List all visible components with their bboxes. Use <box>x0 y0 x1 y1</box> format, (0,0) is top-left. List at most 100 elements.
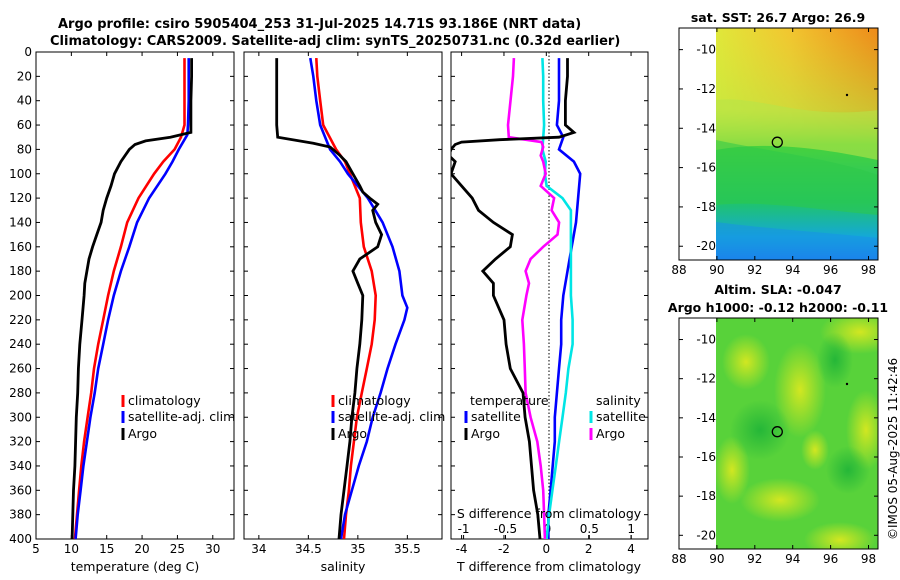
sst-map-axes-box <box>678 27 879 261</box>
salinity-satellite-difference-line <box>541 58 574 539</box>
legend-label-s-satellite: satellite <box>596 409 646 424</box>
salinity-climatology-line <box>315 58 378 539</box>
temperature-depth-label: 200 <box>9 289 32 303</box>
difference-x-ticks: -4 -2 0 2 4 <box>456 52 635 556</box>
temperature-x-label: 5 <box>32 542 40 556</box>
temperature-argo-difference-line <box>451 58 577 539</box>
map-lat-label: -14 <box>696 411 716 425</box>
salinity-argo-difference-line <box>506 58 561 539</box>
temperature-x-label: temperature (deg C) <box>71 559 200 574</box>
sla-map-title: Altim. SLA: -0.047 <box>714 282 841 297</box>
sst-map-y-ticks: -10 -12 -14 -16 -18 -20 <box>679 43 878 253</box>
temperature-legend: climatology satellite-adj. clim Argo <box>121 393 235 441</box>
difference-panel: -4 -2 0 2 4 -1 -0.5 0 0.5 1 T difference from cl… <box>450 51 649 574</box>
temperature-depth-label: 360 <box>9 483 32 497</box>
map-lon-label: 98 <box>861 263 876 277</box>
salinity-x-label: 35.5 <box>394 542 421 556</box>
temperature-y-ticks: 0 20 40 60 80 100 120 140 160 180 200 220 240 260 280 3… <box>9 45 234 546</box>
temperature-x-label: 10 <box>64 542 79 556</box>
salinity-argo-line <box>275 58 384 539</box>
temperature-x-label: 20 <box>134 542 149 556</box>
temperature-depth-label: 340 <box>9 459 32 473</box>
temperature-depth-label: 20 <box>17 69 32 83</box>
map-lon-label: 94 <box>785 552 800 566</box>
legend-label-satellite: satellite-adj. clim <box>128 409 235 424</box>
difference-s-label: 1 <box>627 522 635 536</box>
sst-map-panel: sat. SST: 26.7 Argo: 26.9 88 90 92 94 96 98 -… <box>671 10 879 277</box>
map-lat-label: -18 <box>696 489 716 503</box>
temperature-depth-label: 320 <box>9 435 32 449</box>
sla-map-axes-box <box>678 317 879 550</box>
salinity-axes-box <box>243 51 443 540</box>
salinity-satellite-line <box>309 57 409 539</box>
title-line-1: Argo profile: csiro 5905404_253 31-Jul-2… <box>58 17 581 32</box>
map-lon-label: 94 <box>785 263 800 277</box>
temperature-depth-label: 100 <box>9 167 32 181</box>
map-lon-label: 90 <box>709 552 724 566</box>
salinity-legend: climatology satellite-adj. clim Argo <box>331 393 445 441</box>
temperature-argo-line <box>70 58 194 539</box>
legend-label-satellite: satellite-adj. clim <box>338 409 445 424</box>
temperature-depth-label: 280 <box>9 386 32 400</box>
temperature-depth-label: 40 <box>17 94 32 108</box>
map-lon-label: 96 <box>823 263 838 277</box>
sst-map-image <box>716 28 878 260</box>
temperature-depth-label: 300 <box>9 410 32 424</box>
temperature-depth-label: 120 <box>9 191 32 205</box>
temperature-depth-label: 0 <box>24 45 32 59</box>
legend-label-climatology: climatology <box>338 393 411 408</box>
legend-label-s-argo: Argo <box>596 426 625 441</box>
argo-position-marker <box>771 136 783 148</box>
difference-t-label: -4 <box>456 542 468 556</box>
temperature-climatology-line <box>73 58 186 539</box>
temperature-satellite-line <box>74 58 190 539</box>
sla-map-subtitle: Argo h1000: -0.12 h2000: -0.11 <box>668 300 888 315</box>
salinity-panel: 34 34.5 35 35.5 salinity climatology satell… <box>243 51 445 574</box>
legend-label-argo: Argo <box>128 426 157 441</box>
float-dot <box>845 93 849 97</box>
map-lat-label: -18 <box>696 200 716 214</box>
t-difference-x-label: T difference from climatology <box>456 559 642 574</box>
difference-t-label: 4 <box>627 542 635 556</box>
difference-s-label: -0.5 <box>494 522 517 536</box>
temperature-depth-label: 140 <box>9 215 32 229</box>
map-lat-label: -10 <box>696 333 716 347</box>
legend-label-argo: Argo <box>338 426 367 441</box>
map-lat-label: -14 <box>696 121 716 135</box>
map-lat-label: -20 <box>696 528 716 542</box>
map-lon-label: 90 <box>709 263 724 277</box>
difference-s-label: -1 <box>458 522 470 536</box>
title-line-2: Climatology: CARS2009. Satellite-adj cli… <box>50 34 620 49</box>
temperature-x-label: 25 <box>170 542 185 556</box>
copyright-timestamp: ©IMOS 05-Aug-2025 11:42:46 <box>886 357 900 540</box>
salinity-difference-legend: salinity satellite Argo <box>589 393 646 441</box>
salinity-x-label: 35 <box>350 542 365 556</box>
salinity-x-ticks: 34 34.5 35 35.5 <box>251 52 421 556</box>
map-lon-label: 96 <box>823 552 838 566</box>
temperature-depth-label: 60 <box>17 118 32 132</box>
salinity-x-label: salinity <box>321 559 366 574</box>
map-lat-label: -12 <box>696 82 716 96</box>
map-lon-label: 88 <box>671 263 686 277</box>
salinity-y-ticks <box>244 51 442 540</box>
temperature-depth-label: 260 <box>9 362 32 376</box>
temperature-depth-label: 380 <box>9 508 32 522</box>
map-lon-label: 92 <box>747 552 762 566</box>
salinity-x-label: 34 <box>251 542 266 556</box>
map-lat-label: -20 <box>696 239 716 253</box>
legend-title-temperature: temperature <box>470 393 549 408</box>
map-lat-label: -10 <box>696 43 716 57</box>
argo-position-marker <box>771 426 783 438</box>
temperature-panel: 0 20 40 60 80 100 120 140 160 180 200 220 240 260 280 3… <box>9 45 235 574</box>
temperature-difference-legend: temperature satellite Argo <box>464 393 549 441</box>
sst-map-title: sat. SST: 26.7 Argo: 26.9 <box>691 10 865 25</box>
difference-s-label: 0.5 <box>580 522 599 536</box>
temperature-depth-label: 240 <box>9 337 32 351</box>
float-dot <box>845 382 849 386</box>
temperature-x-label: 30 <box>205 542 220 556</box>
sla-map-y-ticks: -10 -12 -14 -16 -18 -20 <box>679 333 878 542</box>
temperature-depth-label: 180 <box>9 264 32 278</box>
difference-t-label: 0 <box>543 542 551 556</box>
temperature-depth-label: 80 <box>17 142 32 156</box>
